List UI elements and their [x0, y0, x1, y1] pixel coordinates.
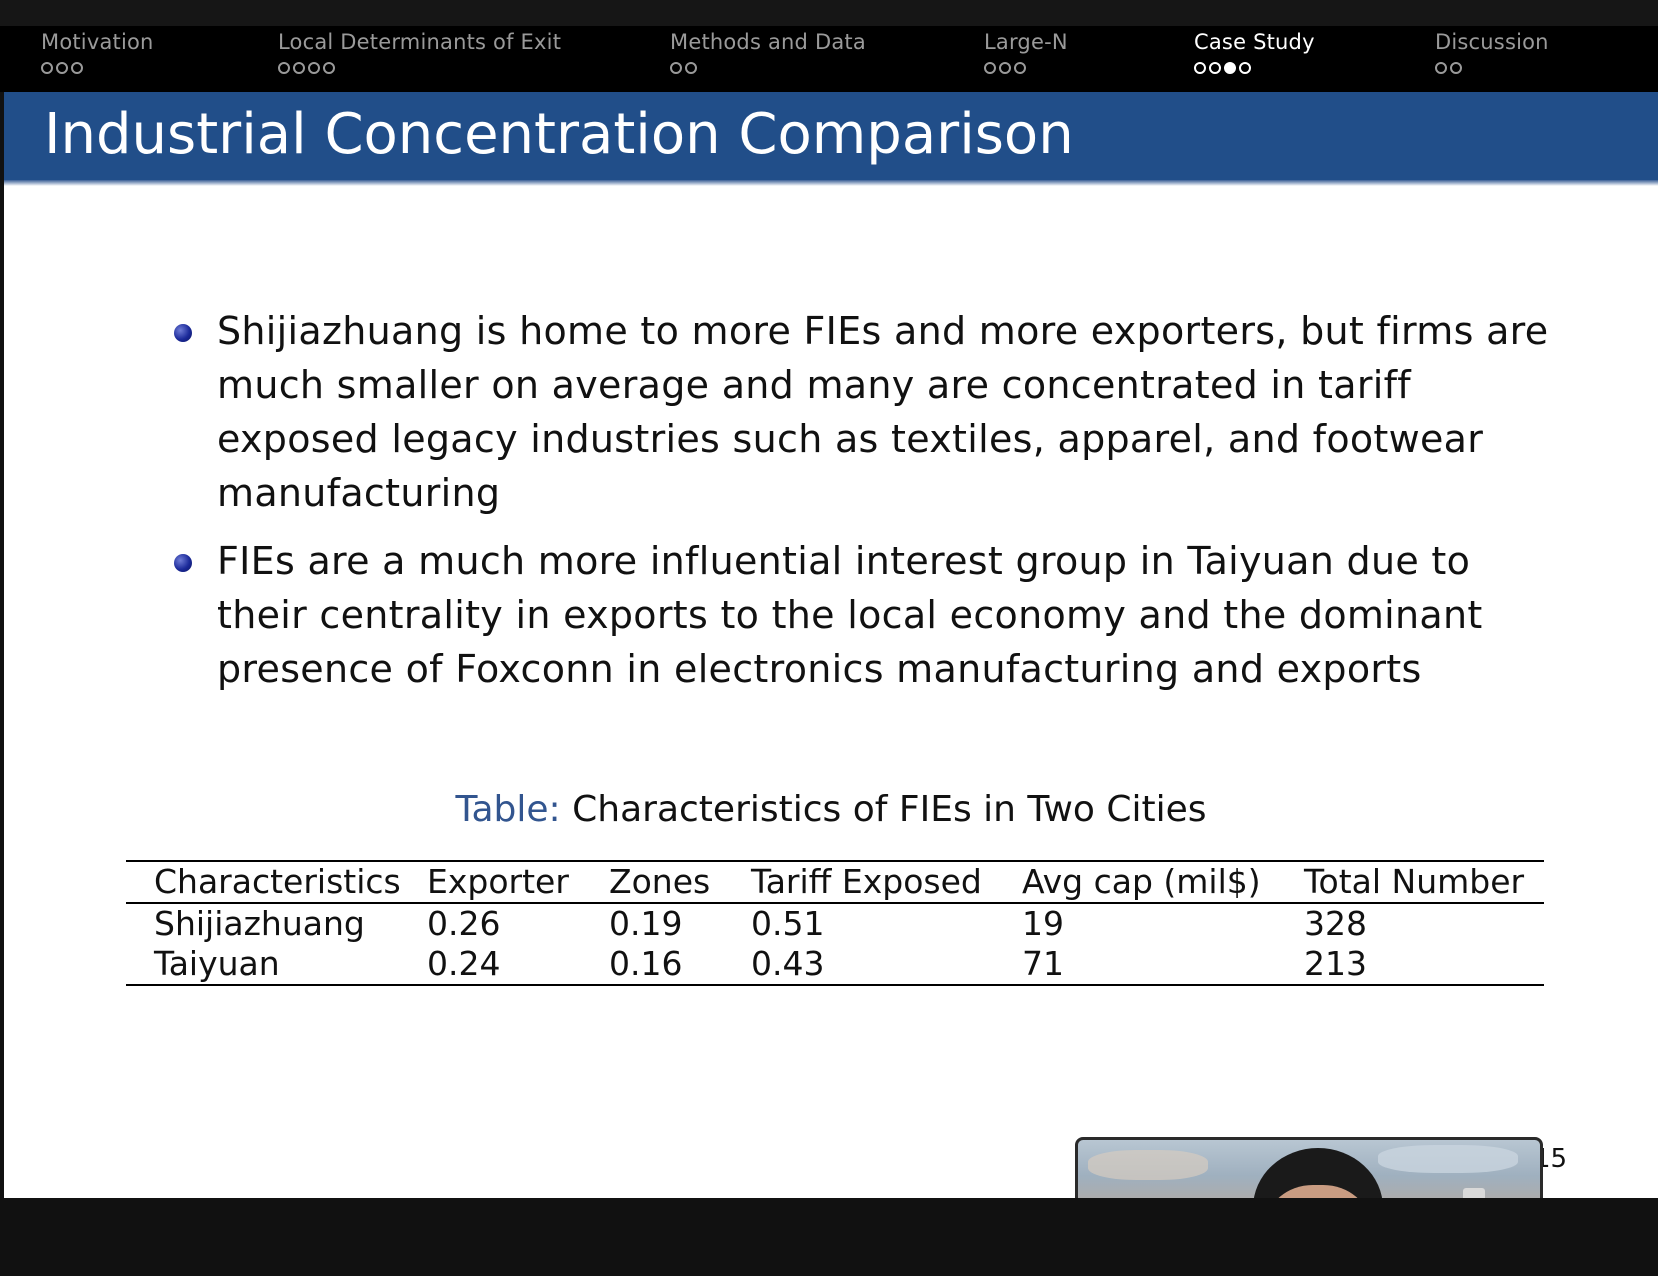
- bullet-item: Shijiazhuang is home to more FIEs and mo…: [174, 304, 1554, 520]
- table-cell: 0.16: [609, 944, 683, 983]
- table-caption-text: Characteristics of FIEs in Two Cities: [572, 789, 1207, 830]
- nav-label: Discussion: [1435, 30, 1549, 54]
- nav-progress-dots: [670, 59, 866, 77]
- nav-label: Large-N: [984, 30, 1068, 54]
- nav-label: Local Determinants of Exit: [278, 30, 562, 54]
- slide-title: Industrial Concentration Comparison: [44, 102, 1074, 167]
- table-header: Zones: [609, 862, 711, 901]
- nav-section-discussion[interactable]: Discussion: [1435, 28, 1549, 77]
- nav-progress-dots: [41, 59, 154, 77]
- nav-progress-dots: [1194, 59, 1315, 77]
- table-header: Tariff Exposed: [751, 862, 982, 901]
- table-row: Taiyuan 0.24 0.16 0.43 71 213: [126, 944, 1544, 985]
- slide-dot[interactable]: [1014, 62, 1026, 74]
- table-cell: Shijiazhuang: [154, 904, 365, 943]
- slide-dot[interactable]: [41, 62, 53, 74]
- table-header: Characteristics: [154, 862, 401, 901]
- bullet-text: FIEs are a much more influential interes…: [217, 539, 1483, 691]
- nav-section-motivation[interactable]: Motivation: [41, 28, 154, 77]
- slide-dot[interactable]: [293, 62, 305, 74]
- video-background: [1088, 1150, 1208, 1180]
- nav-section-large-n[interactable]: Large-N: [984, 28, 1068, 77]
- slide-dot[interactable]: [984, 62, 996, 74]
- slide-dot[interactable]: [56, 62, 68, 74]
- slide-dot[interactable]: [1435, 62, 1447, 74]
- window-bottom-bar: [0, 1198, 1658, 1276]
- slide-dot[interactable]: [308, 62, 320, 74]
- table-cell: 0.26: [427, 904, 501, 943]
- nav-progress-dots: [1435, 59, 1549, 77]
- title-bar-shadow: [4, 180, 1658, 186]
- data-table: Characteristics Exporter Zones Tariff Ex…: [126, 860, 1544, 986]
- slide-dot[interactable]: [670, 62, 682, 74]
- data-table-wrapper: Characteristics Exporter Zones Tariff Ex…: [126, 860, 1544, 986]
- table-header-row: Characteristics Exporter Zones Tariff Ex…: [126, 861, 1544, 903]
- bullet-item: FIEs are a much more influential interes…: [174, 534, 1554, 696]
- slide-dot[interactable]: [1450, 62, 1462, 74]
- table-header: Avg cap (mil$): [1022, 862, 1261, 901]
- slide-dot[interactable]: [278, 62, 290, 74]
- slide-dot[interactable]: [1194, 62, 1206, 74]
- bullet-icon: [174, 324, 192, 342]
- nav-progress-dots: [278, 59, 561, 77]
- table-cell: Taiyuan: [154, 944, 280, 983]
- section-navigation: Motivation Local Determinants of Exit Me…: [0, 26, 1658, 92]
- nav-section-local-determinants[interactable]: Local Determinants of Exit: [278, 28, 561, 77]
- video-background: [1378, 1145, 1518, 1173]
- table-cell: 0.51: [751, 904, 825, 943]
- table-cell: 213: [1304, 944, 1367, 983]
- table-cell: 0.24: [427, 944, 501, 983]
- bullet-icon: [174, 554, 192, 572]
- table-caption-label: Table:: [455, 789, 561, 830]
- nav-label: Case Study: [1194, 30, 1315, 54]
- slide-dot[interactable]: [1209, 62, 1221, 74]
- window-top-bar: [0, 0, 1658, 26]
- table-caption: Table: Characteristics of FIEs in Two Ci…: [4, 786, 1658, 834]
- bullet-list: Shijiazhuang is home to more FIEs and mo…: [174, 304, 1554, 710]
- slide: Industrial Concentration Comparison Shij…: [4, 92, 1658, 1268]
- nav-label: Methods and Data: [670, 30, 866, 54]
- slide-dot[interactable]: [71, 62, 83, 74]
- table-cell: 71: [1022, 944, 1064, 983]
- table-cell: 0.19: [609, 904, 683, 943]
- table-header: Exporter: [427, 862, 569, 901]
- bullet-text: Shijiazhuang is home to more FIEs and mo…: [217, 309, 1549, 515]
- nav-section-case-study[interactable]: Case Study: [1194, 28, 1315, 77]
- nav-label: Motivation: [41, 30, 154, 54]
- table-cell: 0.43: [751, 944, 825, 983]
- current-slide-dot[interactable]: [1224, 62, 1236, 74]
- slide-title-bar: Industrial Concentration Comparison: [4, 92, 1658, 180]
- slide-dot[interactable]: [323, 62, 335, 74]
- slide-dot[interactable]: [1239, 62, 1251, 74]
- nav-progress-dots: [984, 59, 1068, 77]
- nav-section-methods-data[interactable]: Methods and Data: [670, 28, 866, 77]
- table-cell: 328: [1304, 904, 1367, 943]
- table-cell: 19: [1022, 904, 1064, 943]
- slide-dot[interactable]: [999, 62, 1011, 74]
- table-header: Total Number: [1304, 862, 1525, 901]
- slide-dot[interactable]: [685, 62, 697, 74]
- table-row: Shijiazhuang 0.26 0.19 0.51 19 328: [126, 903, 1544, 944]
